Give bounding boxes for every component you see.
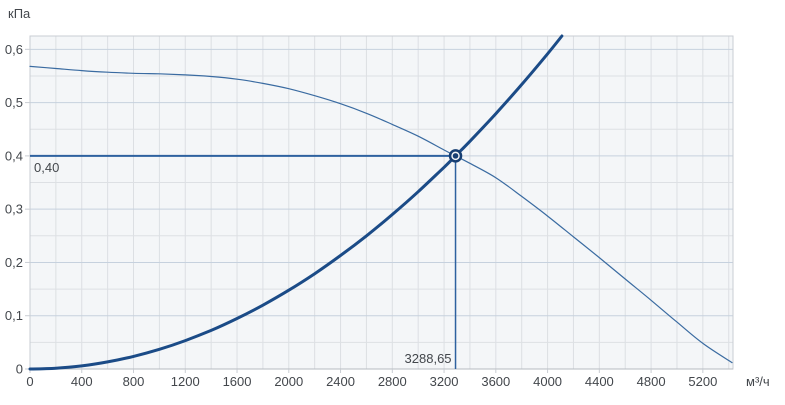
x-tick-label: 2000 xyxy=(274,374,303,389)
operating-point-marker-center xyxy=(452,153,459,159)
y-tick-label: 0,4 xyxy=(5,148,23,163)
x-tick-label: 1200 xyxy=(171,374,200,389)
operating-point-pressure-label: 0,40 xyxy=(34,160,59,175)
operating-point-flow-label: 3288,65 xyxy=(405,351,452,366)
x-tick-label: 2800 xyxy=(378,374,407,389)
y-tick-label: 0,3 xyxy=(5,202,23,217)
x-tick-label: 800 xyxy=(123,374,145,389)
x-axis-unit-label: м³/ч xyxy=(746,374,770,389)
x-tick-label: 1600 xyxy=(223,374,252,389)
y-tick-label: 0,2 xyxy=(5,255,23,270)
y-tick-label: 0,5 xyxy=(5,95,23,110)
y-tick-label: 0,1 xyxy=(5,308,23,323)
y-tick-label: 0 xyxy=(16,362,23,377)
x-tick-label: 3600 xyxy=(481,374,510,389)
y-axis-unit-label: кПа xyxy=(8,6,31,21)
x-tick-label: 0 xyxy=(26,374,33,389)
plot-background xyxy=(30,36,733,369)
x-tick-label: 4800 xyxy=(637,374,666,389)
x-tick-label: 4000 xyxy=(533,374,562,389)
x-tick-label: 4400 xyxy=(585,374,614,389)
x-tick-label: 400 xyxy=(71,374,93,389)
system-resistance-curve xyxy=(28,34,564,371)
x-tick-label: 5200 xyxy=(688,374,717,389)
fan-pressure-curve xyxy=(29,65,733,364)
y-tick-label: 0,6 xyxy=(5,42,23,57)
x-tick-label: 3200 xyxy=(430,374,459,389)
x-tick-label: 2400 xyxy=(326,374,355,389)
